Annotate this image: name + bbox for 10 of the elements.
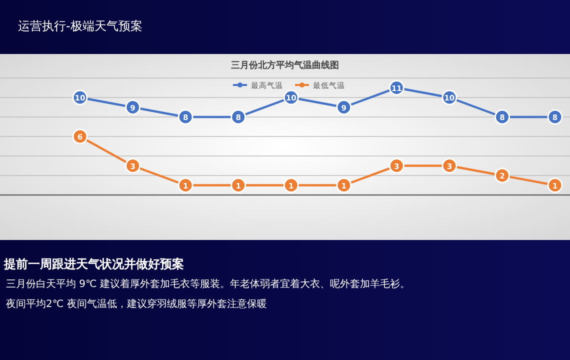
text: 夜间平均2℃ 夜间气温低，建议穿羽绒服等厚外套注意保暖 [6,298,267,310]
chart-title: 三月份北方平均气温曲线图 [231,60,339,71]
point [283,178,299,193]
point [178,178,194,193]
point [547,178,563,193]
text: 三月份白天平均 9℃ 建议着厚外套加毛衣等服装。年老体弱者宜着大衣、呢外套加羊毛衫。 [6,278,410,290]
point [336,178,352,193]
point [230,178,246,193]
text: 运营执行-极端天气预案 [18,19,142,33]
text: 提前一周跟进天气状况并做好预案 [3,257,184,271]
